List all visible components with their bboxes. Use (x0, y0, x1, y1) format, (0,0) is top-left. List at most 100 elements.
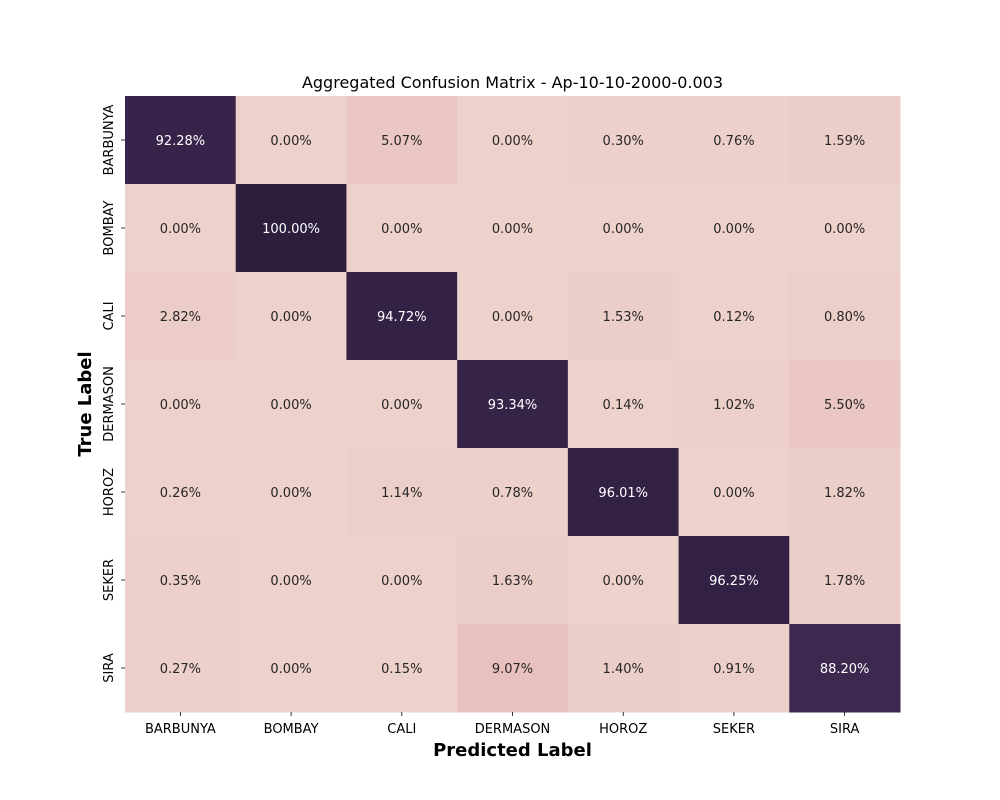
cell-value-label: 0.80% (824, 310, 865, 325)
heatmap-cell (678, 96, 790, 185)
heatmap-cell (457, 184, 569, 273)
x-axis-label: Predicted Label (433, 740, 592, 761)
cell-value-label: 5.07% (381, 134, 422, 149)
cell-value-label: 0.00% (713, 222, 754, 237)
heatmap-cell (125, 536, 237, 625)
heatmap-cell (457, 536, 569, 625)
cell-value-label: 0.00% (270, 486, 311, 501)
x-axis-ticks: BARBUNYA BOMBAY CALI DERMASON HOROZ SEKER SIRA (145, 712, 860, 737)
x-tick-label: SIRA (830, 722, 860, 737)
heatmap-cell (789, 624, 901, 713)
heatmap-cell (235, 184, 347, 273)
heatmap-cell (235, 96, 347, 185)
cell-value-label: 92.28% (156, 134, 206, 149)
cell-value-label: 0.00% (824, 222, 865, 237)
cell-value-label: 0.00% (381, 398, 422, 413)
cell-value-label: 0.00% (270, 662, 311, 677)
heatmap-cell (457, 360, 569, 449)
heatmap-cell (125, 184, 237, 273)
cell-value-label: 0.15% (381, 662, 422, 677)
cell-value-label: 1.59% (824, 134, 865, 149)
cell-value-label: 0.00% (492, 134, 533, 149)
heatmap-cell (125, 624, 237, 713)
heatmap-cell (678, 184, 790, 273)
heatmap-cell (125, 360, 237, 449)
cell-value-label: 1.40% (603, 662, 644, 677)
y-tick-label: DERMASON (102, 366, 117, 442)
heatmap-cell (789, 536, 901, 625)
y-axis-ticks: BARBUNYA BOMBAY CALI DERMASON HOROZ SEKER SIRA (102, 104, 125, 683)
heatmap-cell (125, 272, 237, 361)
x-tick-label: CALI (387, 722, 416, 737)
heatmap-cell (789, 360, 901, 449)
cell-value-label: 0.00% (492, 310, 533, 325)
heatmap-cell (789, 96, 901, 185)
x-tick-label: BOMBAY (264, 722, 319, 737)
cell-value-label: 1.14% (381, 486, 422, 501)
cell-value-label: 1.78% (824, 574, 865, 589)
cell-value-label: 9.07% (492, 662, 533, 677)
cell-value-label: 1.02% (713, 398, 754, 413)
heatmap-cell (346, 272, 458, 361)
y-tick-label: BARBUNYA (102, 104, 117, 175)
heatmap-cell (235, 272, 347, 361)
heatmap-cell (678, 448, 790, 537)
y-tick-label: SIRA (102, 653, 117, 683)
cell-value-label: 0.26% (160, 486, 201, 501)
cell-value-label: 0.35% (160, 574, 201, 589)
cell-value-label: 0.00% (713, 486, 754, 501)
heatmap-cell (567, 184, 680, 273)
heatmap-cell (567, 272, 680, 361)
cell-value-label: 1.82% (824, 486, 865, 501)
heatmap-cell (567, 536, 680, 625)
cell-value-label: 0.78% (492, 486, 533, 501)
heatmap-cell (346, 96, 458, 185)
heatmap-cell (346, 536, 458, 625)
x-tick-label: HOROZ (599, 722, 647, 737)
heatmap-cell (567, 96, 680, 185)
cell-value-label: 0.14% (603, 398, 644, 413)
y-axis-label: True Label (75, 351, 96, 456)
heatmap-cell (457, 448, 569, 537)
heatmap-cell (235, 360, 347, 449)
cell-value-label: 0.00% (603, 574, 644, 589)
heatmap-cell (346, 448, 458, 537)
cell-value-label: 0.00% (160, 222, 201, 237)
heatmap-cell (789, 448, 901, 537)
y-tick-label: HOROZ (102, 468, 117, 516)
heatmap-cell (125, 448, 237, 537)
cell-value-label: 0.30% (603, 134, 644, 149)
heatmap-cell (235, 536, 347, 625)
heatmap-cell (457, 624, 569, 713)
heatmap-cell (567, 360, 680, 449)
cell-value-label: 0.00% (270, 574, 311, 589)
x-tick-label: DERMASON (475, 722, 551, 737)
cell-value-label: 96.25% (709, 574, 759, 589)
heatmap-cell (678, 536, 790, 625)
heatmap-cell (567, 448, 680, 537)
cell-value-label: 0.00% (381, 574, 422, 589)
cell-value-label: 0.76% (713, 134, 754, 149)
cell-value-label: 88.20% (820, 662, 870, 677)
y-tick-label: BOMBAY (102, 201, 117, 256)
y-tick-label: CALI (102, 301, 117, 330)
heatmap-cell (235, 624, 347, 713)
cell-value-label: 0.00% (270, 310, 311, 325)
cell-value-label: 0.91% (713, 662, 754, 677)
heatmap-cell (346, 624, 458, 713)
heatmap-cell (346, 360, 458, 449)
cell-value-label: 0.00% (492, 222, 533, 237)
cell-value-label: 0.00% (270, 398, 311, 413)
cell-value-label: 0.00% (603, 222, 644, 237)
heatmap-cell (678, 272, 790, 361)
cell-value-label: 5.50% (824, 398, 865, 413)
cell-value-label: 100.00% (262, 222, 320, 237)
heatmap-cell (678, 360, 790, 449)
cell-value-label: 0.27% (160, 662, 201, 677)
cell-value-label: 94.72% (377, 310, 427, 325)
cell-value-label: 1.53% (603, 310, 644, 325)
heatmap-cells: 92.28% 0.00% 5.07% 0.00% 0.30% 0.76% 1.59% 0.00… (125, 96, 901, 713)
cell-value-label: 96.01% (598, 486, 648, 501)
heatmap-cell (125, 96, 237, 185)
